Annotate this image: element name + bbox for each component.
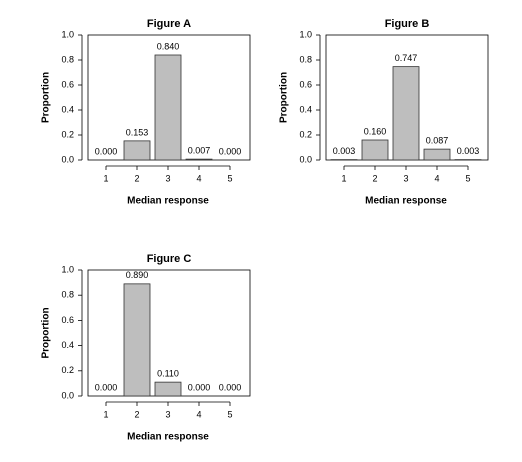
x-tick-label: 3 [403,173,408,183]
y-tick-label: 0.2 [61,365,74,375]
y-tick-label: 0.8 [61,290,74,300]
chart-title: Figure B [385,18,430,30]
x-axis-label: Median response [127,432,209,443]
bar [361,139,389,161]
y-tick-label: 0.6 [299,79,312,89]
x-tick-label: 5 [465,173,470,183]
value-label: 0.003 [457,146,480,156]
value-label: 0.000 [95,382,118,392]
y-tick-label: 0.8 [61,54,74,64]
x-tick-label: 1 [341,173,346,183]
value-label: 0.000 [188,382,211,392]
y-tick-label: 0.4 [299,104,312,114]
bar [123,283,151,397]
x-tick-label: 3 [165,173,170,183]
y-tick-label: 1.0 [299,29,312,39]
y-tick-label: 0.2 [61,129,74,139]
value-label: 0.160 [364,126,387,136]
y-axis-label: Proportion [41,307,52,358]
y-axis-label: Proportion [41,72,52,123]
y-tick-label: 0.6 [61,79,74,89]
value-label: 0.087 [426,136,449,146]
x-tick-label: 4 [196,173,201,183]
x-tick-label: 1 [103,409,108,419]
x-tick-label: 2 [134,409,139,419]
y-tick-label: 0.0 [299,154,312,164]
y-tick-label: 1.0 [61,29,74,39]
value-label: 0.110 [157,369,179,379]
y-tick-label: 0.8 [299,54,312,64]
bar [154,54,182,161]
y-tick-label: 0.2 [299,129,312,139]
x-tick-label: 2 [372,173,377,183]
value-label: 0.000 [95,146,118,156]
x-axis-label: Median response [127,196,209,207]
y-tick-label: 0.0 [61,154,74,164]
value-label: 0.003 [333,146,356,156]
value-label: 0.153 [126,127,149,137]
chart-title: Figure A [147,18,191,30]
value-label: 0.000 [219,146,242,156]
value-label: 0.000 [219,382,242,392]
x-tick-label: 5 [227,173,232,183]
x-tick-label: 4 [434,173,439,183]
bar [123,140,151,161]
y-tick-label: 0.0 [61,390,74,400]
y-tick-label: 0.4 [61,104,74,114]
y-tick-label: 1.0 [61,264,74,274]
y-tick-label: 0.4 [61,340,74,350]
x-axis-label: Median response [365,196,447,207]
x-tick-label: 4 [196,409,201,419]
x-tick-label: 5 [227,409,232,419]
x-tick-label: 1 [103,173,108,183]
value-label: 0.890 [126,270,149,280]
x-tick-label: 3 [165,409,170,419]
bar [185,158,213,161]
value-label: 0.007 [188,146,211,156]
y-tick-label: 0.6 [61,315,74,325]
y-axis-label: Proportion [279,72,290,123]
bar [154,381,182,397]
value-label: 0.840 [157,41,180,51]
x-tick-label: 2 [134,173,139,183]
chart-title: Figure C [147,253,192,265]
value-label: 0.747 [395,53,418,63]
bar [392,66,420,161]
bar [423,148,451,161]
